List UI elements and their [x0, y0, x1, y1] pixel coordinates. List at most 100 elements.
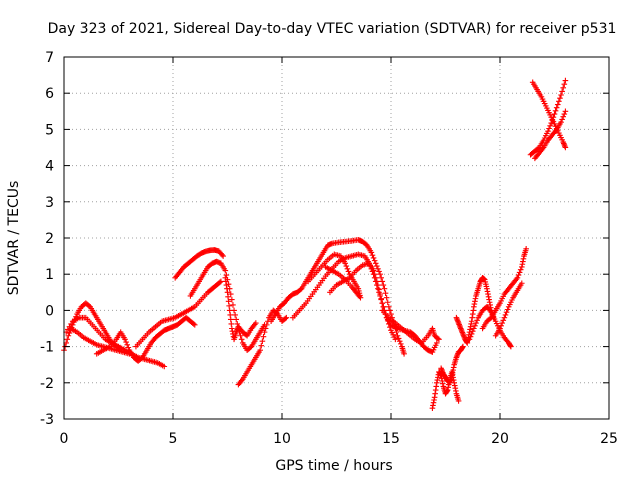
- data-point-marker: [384, 299, 391, 306]
- y-tick-label: 7: [45, 50, 54, 66]
- series-arc-11: [290, 251, 399, 343]
- data-point-marker: [260, 333, 267, 340]
- data-point-marker: [473, 320, 479, 326]
- data-point-marker: [375, 265, 381, 272]
- data-point-marker: [392, 336, 399, 343]
- data-point-marker: [396, 338, 403, 344]
- data-point-marker: [500, 317, 507, 324]
- data-point-marker: [190, 321, 197, 327]
- data-point-marker: [227, 291, 234, 297]
- data-point-marker: [378, 275, 384, 281]
- data-point-marker: [515, 272, 522, 278]
- data-point-marker: [562, 77, 569, 84]
- data-point-marker: [382, 290, 389, 297]
- series-arc-12: [305, 251, 364, 301]
- data-point-marker: [379, 300, 386, 306]
- data-point-marker: [517, 266, 524, 273]
- chart-title: Day 323 of 2021, Sidereal Day-to-day VTE…: [48, 21, 617, 37]
- data-point-marker: [368, 249, 375, 256]
- data-point-marker: [498, 322, 504, 329]
- data-point-marker: [550, 114, 557, 120]
- x-tick-label: 20: [491, 431, 509, 447]
- data-point-marker: [549, 117, 556, 124]
- data-point-marker: [556, 98, 562, 105]
- data-point-marker: [64, 336, 71, 343]
- axis-ticks: [63, 56, 610, 420]
- data-point-marker: [370, 255, 377, 261]
- data-point-marker: [380, 303, 387, 310]
- y-tick-label: 3: [45, 195, 54, 211]
- data-point-marker: [460, 343, 466, 350]
- data-point-marker: [551, 111, 558, 117]
- x-tick-label: 10: [273, 431, 291, 447]
- data-point-marker: [554, 101, 561, 108]
- data-point-marker: [374, 263, 380, 269]
- y-axis-title: SDTVAR / TECUs: [6, 181, 22, 296]
- data-point-marker: [375, 282, 381, 288]
- x-tick-label: 25: [600, 431, 618, 447]
- data-point-marker: [258, 342, 265, 349]
- data-point-marker: [229, 296, 235, 303]
- data-point-marker: [562, 108, 569, 115]
- data-point-marker: [497, 325, 503, 332]
- data-point-marker: [561, 81, 568, 87]
- data-point-marker: [386, 303, 392, 310]
- data-point-marker: [344, 265, 351, 272]
- data-point-marker: [559, 116, 565, 123]
- data-point-marker: [546, 125, 552, 132]
- y-tick-label: -1: [40, 340, 54, 356]
- data-point-marker: [516, 269, 523, 276]
- data-point-marker: [238, 336, 245, 343]
- data-point-marker: [383, 294, 390, 301]
- data-point-marker: [372, 260, 379, 267]
- series-arc-8: [222, 275, 259, 343]
- data-point-marker: [553, 104, 560, 111]
- data-point-marker: [369, 252, 376, 258]
- data-point-marker: [502, 312, 509, 318]
- data-point-marker: [455, 398, 462, 404]
- data-point-marker: [377, 271, 383, 277]
- series-arc-4: [93, 314, 198, 364]
- data-point-marker: [548, 120, 555, 126]
- data-point-marker: [552, 108, 559, 114]
- data-point-marker: [342, 260, 349, 267]
- series-arc-16: [438, 343, 466, 386]
- data-point-marker: [217, 279, 223, 286]
- data-point-marker: [547, 122, 553, 129]
- y-tick-label: 4: [45, 159, 54, 175]
- data-point-marker: [394, 332, 401, 339]
- data-point-marker: [471, 325, 477, 332]
- data-point-marker: [192, 322, 198, 328]
- data-point-marker: [560, 113, 567, 120]
- data-point-marker: [259, 338, 266, 344]
- data-point-marker: [381, 285, 388, 292]
- data-point-marker: [469, 328, 476, 335]
- series-arc-20: [492, 280, 525, 339]
- data-point-marker: [508, 343, 514, 350]
- y-tick-label: -3: [40, 412, 54, 428]
- data-point-marker: [401, 351, 407, 357]
- data-point-marker: [467, 333, 474, 340]
- data-point-marker: [232, 312, 238, 318]
- data-point-marker: [253, 320, 259, 326]
- data-point-marker: [557, 95, 563, 101]
- data-point-marker: [395, 335, 402, 342]
- data-point-marker: [558, 119, 564, 125]
- data-point-marker: [222, 267, 229, 274]
- data-point-marker: [345, 268, 352, 275]
- grid: [64, 57, 609, 419]
- x-tick-labels: 0 5 10 15 20 25: [60, 431, 618, 447]
- series-arc-5: [133, 278, 224, 350]
- data-point-marker: [501, 314, 508, 321]
- data-point-marker: [466, 336, 473, 343]
- x-tick-label: 5: [169, 431, 178, 447]
- data-point-marker: [398, 341, 404, 347]
- x-tick-label: 15: [382, 431, 400, 447]
- data-point-marker: [436, 336, 442, 343]
- data-point-marker: [378, 295, 384, 302]
- data-point-marker: [559, 88, 565, 95]
- series-arc-6: [172, 247, 226, 281]
- data-point-marker: [499, 320, 505, 326]
- data-point-marker: [379, 278, 386, 285]
- y-tick-label: 0: [45, 303, 54, 319]
